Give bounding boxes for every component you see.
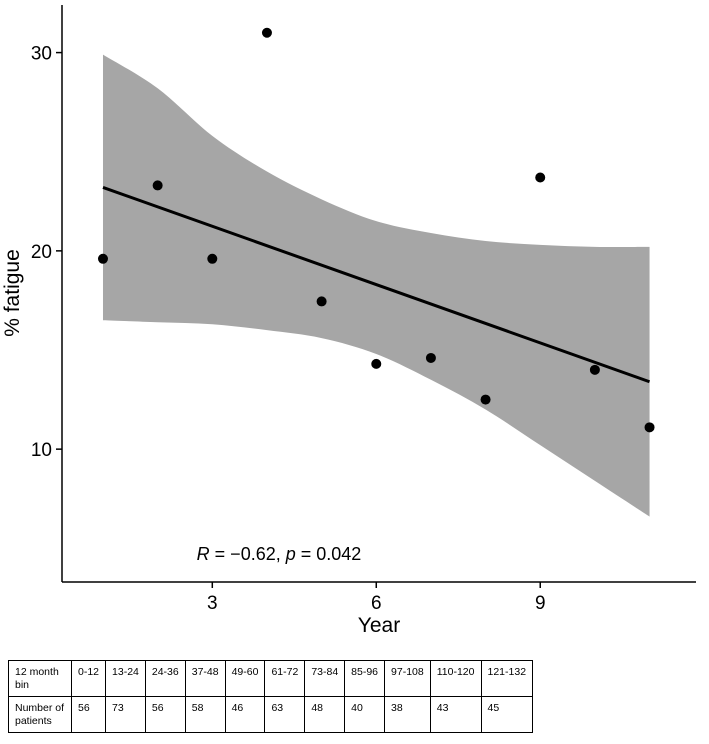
data-point [152, 180, 163, 191]
y-tick-label: 30 [31, 44, 52, 65]
table-cell: 38 [384, 696, 431, 733]
table-cell: 63 [264, 696, 306, 733]
table-cell: 97-108 [384, 660, 431, 697]
table-cell: 121-132 [480, 660, 534, 697]
x-tick-label: 9 [535, 593, 546, 614]
x-axis-title: Year [358, 614, 400, 637]
table-cell: 13-24 [105, 660, 146, 697]
y-axis-title: % fatigue [1, 249, 24, 337]
data-points-layer [97, 27, 655, 433]
data-point [261, 27, 272, 38]
table-cell: 56 [70, 696, 107, 733]
data-point [480, 394, 491, 405]
table-row-patients: Number of patients 56 73 56 58 46 63 48 … [8, 696, 534, 733]
fatigue-scatter-chart: 3 6 9 10 20 30 Year % fatigue R = −0.62, p = … [1, 5, 696, 637]
table-cell: 37-48 [184, 660, 226, 697]
regression-line [102, 186, 651, 384]
table-cell: 24-36 [144, 660, 186, 697]
p-label: p [285, 544, 296, 564]
x-tick-label: 6 [371, 593, 382, 614]
ticks-layer: 3 6 9 10 20 30 [31, 44, 546, 614]
r-value: = −0.62, [210, 544, 286, 564]
table-cell: 85-96 [344, 660, 386, 697]
table-cell: 73 [105, 696, 146, 733]
axes-layer [61, 5, 696, 583]
data-point [371, 358, 382, 369]
table-cell: 46 [224, 696, 266, 733]
table-cell: 0-12 [70, 660, 107, 697]
r-label: R [197, 544, 210, 564]
row-header-patients: Number of patients [8, 696, 72, 733]
data-point [207, 253, 218, 264]
data-point [97, 253, 108, 264]
patient-bins-table: 12 month bin 0-12 13-24 24-36 37-48 49-6… [8, 660, 534, 733]
data-point [535, 172, 546, 183]
table-cell: 40 [344, 696, 386, 733]
data-point [644, 422, 655, 433]
table-cell: 49-60 [224, 660, 266, 697]
table-cell: 61-72 [264, 660, 306, 697]
p-value: = 0.042 [296, 544, 362, 564]
data-point [425, 352, 436, 363]
table-cell: 56 [144, 696, 186, 733]
data-point [316, 296, 327, 307]
y-tick-label: 20 [31, 242, 52, 263]
table-cell: 48 [304, 696, 346, 733]
table-row-bins: 12 month bin 0-12 13-24 24-36 37-48 49-6… [8, 660, 534, 697]
table-cell: 58 [184, 696, 226, 733]
regression-line-layer [102, 186, 651, 384]
data-point [589, 364, 600, 375]
correlation-annotation: R = −0.62, p = 0.042 [197, 544, 362, 564]
x-tick-label: 3 [207, 593, 218, 614]
table-cell: 45 [480, 696, 534, 733]
table-cell: 43 [429, 696, 482, 733]
y-tick-label: 10 [31, 440, 52, 461]
table-cell: 73-84 [304, 660, 346, 697]
row-header-bins: 12 month bin [8, 660, 72, 697]
table-cell: 110-120 [429, 660, 482, 697]
